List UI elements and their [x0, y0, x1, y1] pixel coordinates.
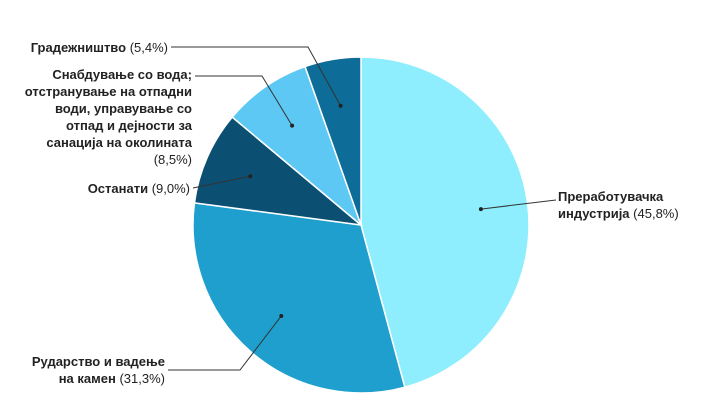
category-name: Градежништво [30, 40, 127, 55]
pie-slice [360, 56, 530, 389]
slice-label: Останати (9,0%) [40, 180, 190, 197]
value-label: (9,0%) [151, 181, 190, 196]
pie-slice [192, 202, 406, 394]
value-label: (31,3%) [119, 371, 165, 386]
leader-dot [279, 313, 284, 318]
value-label: (8,5%) [153, 152, 192, 167]
leader-dot [290, 123, 295, 128]
value-label: (5,4%) [129, 40, 168, 55]
leader-dot [478, 207, 483, 212]
pie-slice [193, 116, 364, 227]
leader-line [168, 315, 282, 371]
leader-dot [248, 174, 253, 179]
slice-label: Преработувачка индустрија (45,8%) [558, 188, 688, 222]
slice-label: Рударство и вадење на камен (31,3%) [20, 353, 165, 387]
pie-slice [231, 65, 363, 228]
leader-line [195, 75, 293, 126]
category-name: Рударство и вадење на камен [31, 354, 165, 386]
category-name: Останати [87, 181, 149, 196]
value-label: (45,8%) [633, 206, 679, 221]
slice-label: Снабдување со вода; отстранување на отпа… [22, 66, 192, 168]
category-name: Снабдување со вода; отстранување на отпа… [24, 67, 192, 150]
slice-label: Градежништво (5,4%) [10, 39, 168, 56]
leader-line [192, 175, 251, 189]
leader-dot [338, 103, 343, 108]
leader-line [171, 46, 342, 107]
leader-line [480, 199, 557, 210]
pie-slice [304, 56, 362, 226]
category-name: Преработувачка индустрија [558, 189, 664, 221]
